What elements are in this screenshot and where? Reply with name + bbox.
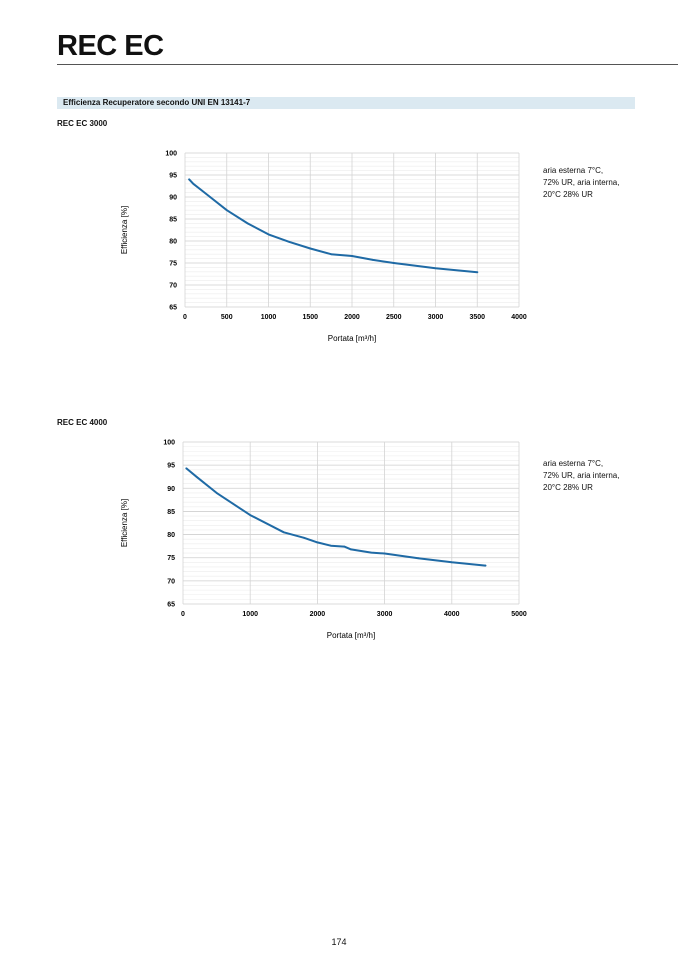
section-title: Efficienza Recuperatore secondo UNI EN 1… <box>57 97 635 109</box>
data-point <box>249 514 252 517</box>
data-point <box>383 552 386 555</box>
x-tick-label: 5000 <box>511 611 527 618</box>
y-tick-label: 70 <box>169 283 177 290</box>
x-tick-label: 3000 <box>428 314 444 321</box>
chart-2: 0 1000 2000 3000 4000 5000 65 70 75 80 85 90 95 100 Po… <box>120 440 527 641</box>
data-point <box>195 475 198 478</box>
y-tick-label: 95 <box>169 173 177 180</box>
x-tick-label: 1000 <box>242 611 258 618</box>
x-tick-label: 0 <box>183 314 187 321</box>
data-point <box>209 196 211 198</box>
x-tick-label: 3000 <box>377 611 393 618</box>
chart-1-subtitle: REC EC 3000 <box>57 119 108 128</box>
x-tick-label: 0 <box>181 611 185 618</box>
data-point <box>200 189 203 192</box>
data-point <box>350 548 352 551</box>
data-point <box>309 247 312 250</box>
note-line: aria esterna 7°C, <box>543 166 604 175</box>
x-axis-label: Portata [m³/h] <box>327 631 375 640</box>
x-tick-label: 2500 <box>386 314 402 321</box>
y-tick-label: 75 <box>169 261 177 268</box>
x-axis-label: Portata [m³/h] <box>328 334 376 343</box>
data-point <box>330 253 333 256</box>
data-point <box>329 544 332 547</box>
data-point <box>192 182 195 185</box>
y-tick-label: 90 <box>169 195 177 202</box>
y-tick-label: 75 <box>167 555 175 562</box>
data-point <box>288 240 291 243</box>
y-tick-label: 100 <box>165 151 177 158</box>
data-point <box>303 536 305 539</box>
x-tick-label: 1500 <box>302 314 318 321</box>
note-line: 72% UR, aria interna, <box>543 178 620 187</box>
data-point <box>267 233 270 236</box>
x-tick-label: 2000 <box>310 611 326 618</box>
data-point <box>434 267 437 270</box>
chart-2-subtitle: REC EC 4000 <box>57 418 108 427</box>
y-tick-label: 85 <box>167 509 175 516</box>
data-point <box>188 178 191 181</box>
x-tick-label: 4000 <box>511 314 527 321</box>
y-tick-label: 85 <box>169 217 177 224</box>
data-point <box>185 467 188 470</box>
y-tick-label: 90 <box>167 486 175 493</box>
y-tick-label: 80 <box>169 239 177 246</box>
y-tick-label: 65 <box>169 305 177 312</box>
data-point <box>351 255 353 257</box>
x-tick-label: 500 <box>221 314 233 321</box>
data-point <box>476 271 479 274</box>
page-title: REC EC <box>57 30 164 62</box>
chart-1: 0 500 1000 1500 2000 2500 3000 3500 4000 65 70 75 80… <box>120 151 527 344</box>
data-point <box>246 222 249 225</box>
x-tick-label: 2000 <box>344 314 360 321</box>
data-point <box>215 492 218 494</box>
chart-2-note: aria esterna 7°C, 72% UR, aria interna, … <box>543 458 619 494</box>
note-line: 20°C 28% UR <box>543 483 593 492</box>
y-axis-label: Efficienza [%] <box>120 499 129 547</box>
data-point <box>316 541 319 544</box>
note-line: 20°C 28% UR <box>543 190 593 199</box>
y-tick-label: 80 <box>167 532 175 539</box>
data-point <box>371 259 374 261</box>
x-tick-label: 1000 <box>261 314 277 321</box>
y-tick-label: 100 <box>163 440 175 447</box>
data-point <box>343 545 346 548</box>
chart-1-note: aria esterna 7°C, 72% UR, aria interna, … <box>543 165 619 201</box>
efficiency-line <box>185 467 487 567</box>
y-tick-label: 70 <box>167 578 175 585</box>
y-tick-label: 65 <box>167 602 175 609</box>
data-point <box>370 551 373 554</box>
data-point <box>450 561 453 564</box>
data-point <box>417 557 420 560</box>
x-tick-label: 3500 <box>469 314 485 321</box>
data-point <box>392 262 395 264</box>
page-number: 174 <box>331 937 347 947</box>
y-tick-label: 95 <box>167 463 175 470</box>
title-divider <box>57 64 678 65</box>
note-line: aria esterna 7°C, <box>543 459 604 468</box>
x-tick-label: 4000 <box>444 611 460 618</box>
y-axis-label: Efficienza [%] <box>120 206 129 254</box>
data-point <box>282 531 285 534</box>
note-line: 72% UR, aria interna, <box>543 471 620 480</box>
data-point <box>225 209 228 212</box>
data-point <box>484 564 487 567</box>
